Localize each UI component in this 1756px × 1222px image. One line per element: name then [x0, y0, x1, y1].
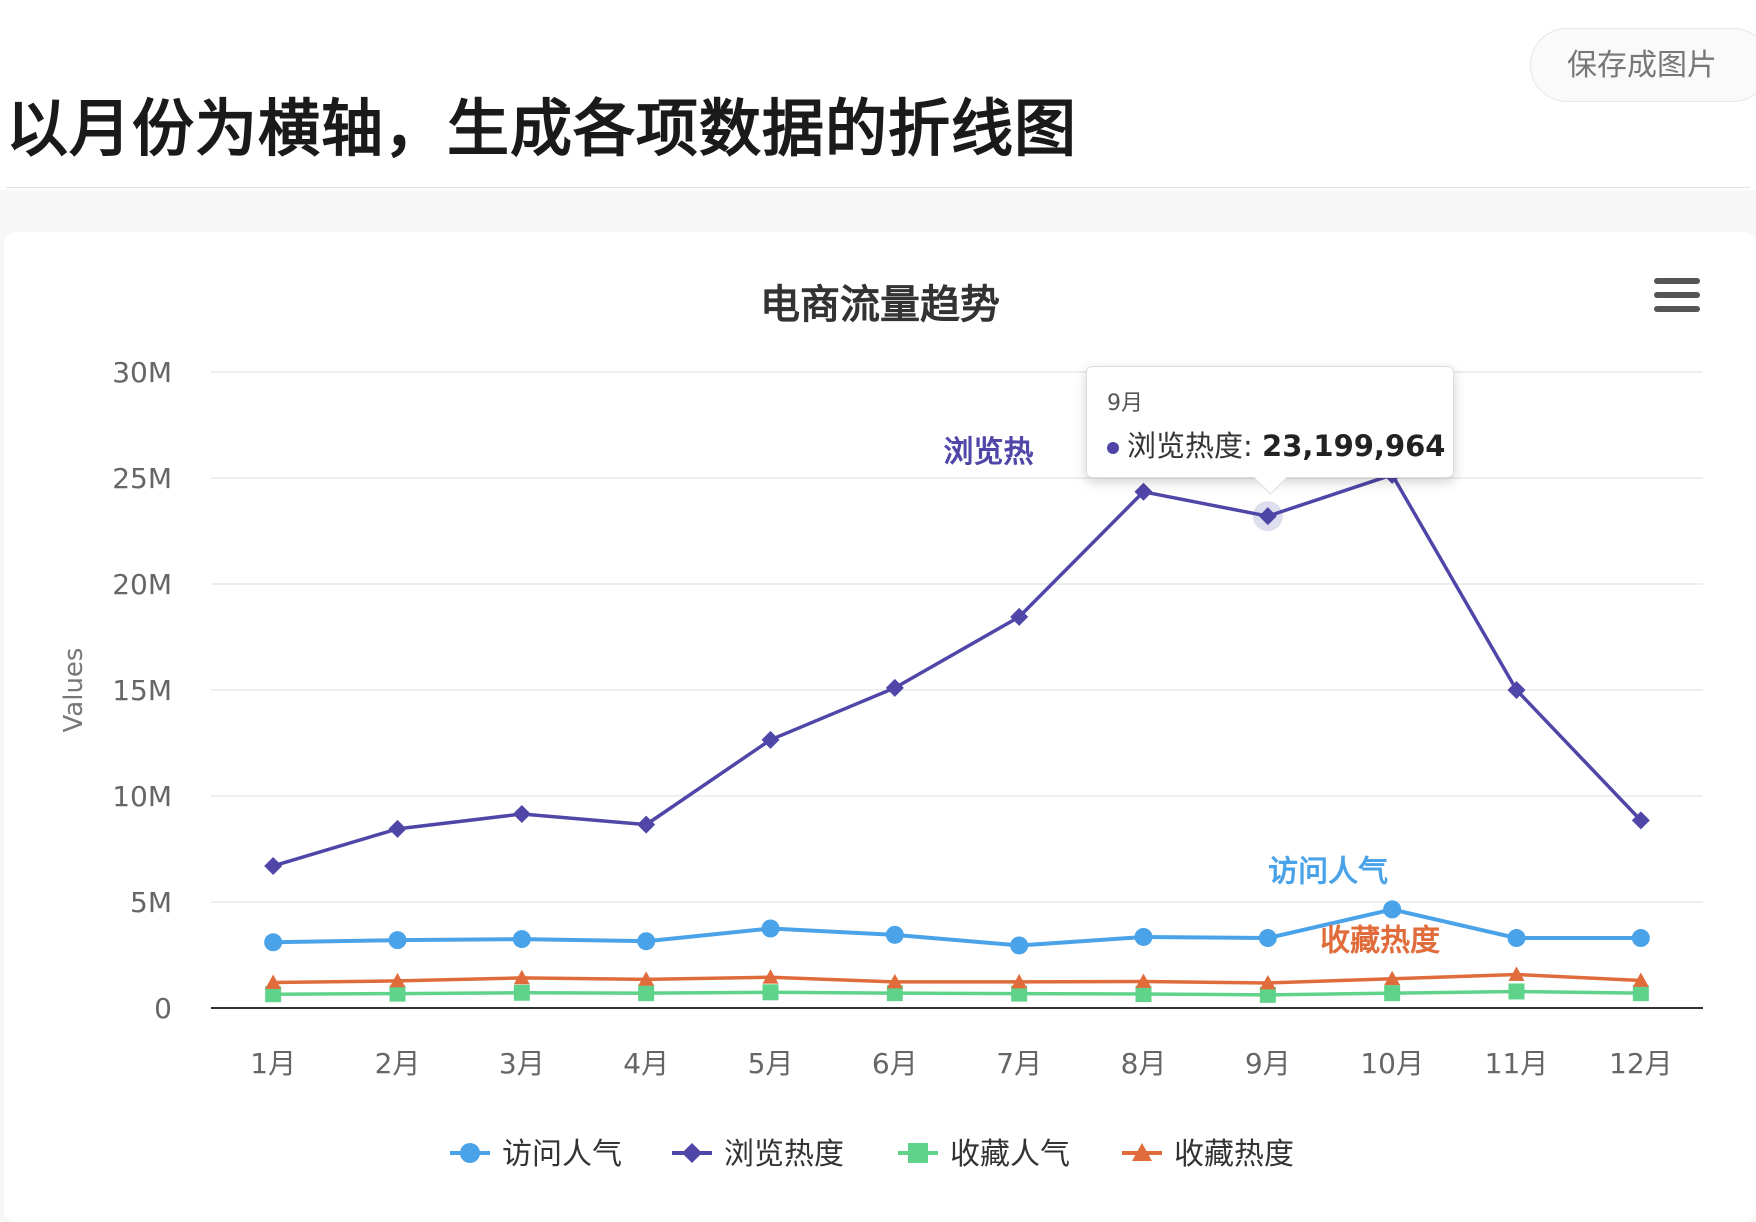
data-point [637, 932, 656, 951]
x-tick-label: 11月 [1485, 1047, 1549, 1080]
data-point [512, 805, 531, 824]
data-point [513, 984, 530, 1001]
x-tick-label: 9月 [1245, 1047, 1291, 1080]
data-point [762, 984, 779, 1001]
data-point [762, 969, 779, 984]
data-point [1010, 936, 1029, 955]
x-tick-label: 3月 [499, 1047, 545, 1080]
legend-label: 访问人气 [502, 1137, 622, 1172]
data-point [1134, 482, 1153, 501]
data-point [886, 985, 903, 1002]
data-point [1258, 929, 1277, 948]
legend-label: 收藏热度 [1174, 1137, 1294, 1172]
data-point [1259, 974, 1276, 990]
top-bar [0, 0, 1756, 190]
chart-tooltip: 9月 浏览热度: 23,199,964 [1086, 366, 1454, 478]
tooltip-series-dot-icon [1107, 442, 1119, 454]
legend-marker-icon [1132, 1143, 1152, 1161]
data-point [1631, 811, 1650, 830]
chart-title: 电商流量趋势 [760, 282, 1000, 328]
tooltip-series-name: 浏览热度 [1127, 429, 1244, 463]
data-point [388, 819, 407, 838]
title-divider [6, 187, 1750, 188]
series-line [273, 972, 1641, 985]
x-tick-label: 1月 [250, 1047, 296, 1080]
x-tick-label: 7月 [996, 1047, 1042, 1080]
data-point [637, 815, 656, 834]
x-tick-label: 6月 [872, 1047, 918, 1080]
page-title: 以月份为横轴，生成各项数据的折线图 [6, 92, 1078, 165]
data-point [513, 969, 530, 985]
series-label: 访问人气 [1268, 854, 1388, 889]
data-point [1508, 966, 1525, 981]
tooltip-header: 9月 [1107, 391, 1143, 416]
series-line [273, 907, 1641, 948]
y-tick-label: 20M [112, 568, 172, 601]
data-point [1010, 607, 1029, 626]
data-point [264, 933, 283, 952]
data-point [1632, 985, 1649, 1002]
data-point [761, 919, 780, 938]
data-point [388, 931, 407, 950]
data-point [1011, 973, 1028, 989]
chart-card: 电商流量趋势 [4, 232, 1756, 1222]
x-tick-label: 8月 [1121, 1047, 1167, 1080]
data-point [1384, 970, 1401, 986]
series-line [272, 473, 1643, 868]
y-tick-label: 25M [112, 462, 172, 495]
legend-marker-icon [908, 1143, 928, 1163]
data-point [1384, 985, 1401, 1002]
data-point [638, 971, 655, 986]
hover-halo [1252, 501, 1283, 532]
hamburger-menu-icon[interactable] [1654, 278, 1700, 316]
y-axis-title: Values [59, 648, 89, 733]
save-image-button[interactable]: 保存成图片 [1530, 28, 1756, 102]
legend-label: 收藏人气 [950, 1137, 1070, 1172]
tooltip-row: 浏览热度: 23,199,964 [1107, 423, 1445, 465]
y-tick-label: 10M [112, 780, 172, 813]
x-tick-label: 12月 [1609, 1047, 1673, 1080]
y-tick-label: 30M [112, 356, 172, 389]
data-point [1507, 681, 1526, 699]
data-point [638, 985, 655, 1002]
data-point [1011, 985, 1028, 1002]
data-point [264, 856, 283, 875]
y-tick-label: 5M [130, 886, 172, 919]
y-tick-label: 0 [154, 992, 172, 1025]
x-tick-label: 2月 [375, 1047, 421, 1080]
data-point [1259, 986, 1276, 1003]
data-point [265, 986, 282, 1003]
data-point [1631, 929, 1650, 948]
data-point [265, 974, 282, 989]
data-point [885, 925, 904, 944]
legend-label: 浏览热度 [724, 1137, 844, 1172]
legend-marker-icon [682, 1143, 702, 1163]
legend-marker-icon [460, 1143, 480, 1163]
x-tick-label: 4月 [623, 1047, 669, 1080]
data-point [389, 985, 406, 1002]
data-point [1508, 983, 1525, 1000]
data-point [1632, 972, 1649, 987]
data-point [1135, 973, 1152, 988]
data-point [1134, 927, 1153, 946]
data-point [1135, 986, 1152, 1003]
data-point [761, 730, 780, 749]
data-point [389, 972, 406, 988]
x-tick-label: 10月 [1360, 1047, 1424, 1080]
tooltip-value: 23,199,964 [1262, 429, 1446, 463]
data-point [1383, 900, 1402, 919]
series-label: 浏览热 [944, 435, 1034, 470]
data-point [1507, 929, 1526, 948]
x-tick-label: 5月 [748, 1047, 794, 1080]
series-line [273, 989, 1641, 997]
series-label: 收藏热度 [1320, 924, 1440, 959]
data-point [886, 973, 903, 989]
y-tick-label: 15M [112, 674, 172, 707]
data-point [512, 930, 531, 949]
data-point [885, 678, 904, 697]
data-point [1258, 507, 1277, 526]
